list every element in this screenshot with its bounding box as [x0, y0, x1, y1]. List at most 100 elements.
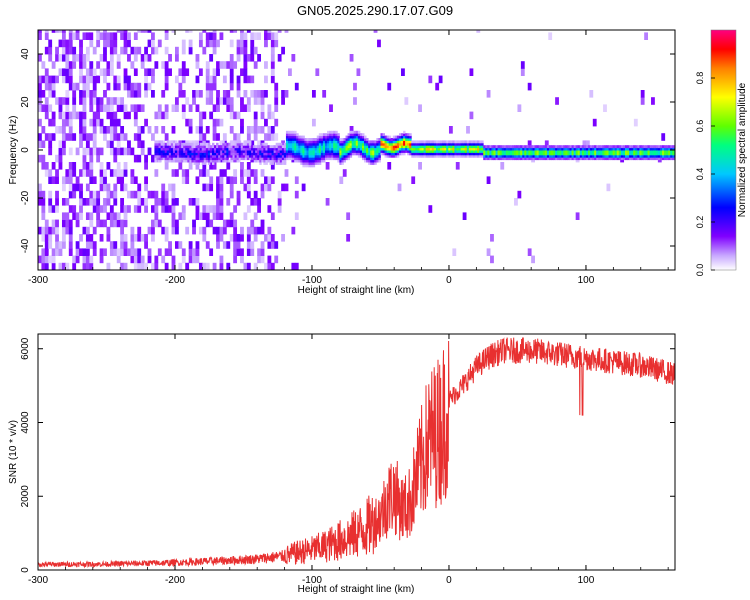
spectrogram-cell	[226, 162, 231, 170]
spectrogram-band-cell	[337, 150, 340, 153]
spectrogram-cell	[79, 46, 83, 55]
spectrogram-band-cell	[366, 152, 369, 156]
spectrogram-cell	[120, 241, 125, 249]
spectrogram-band-cell	[168, 147, 172, 151]
spectrogram-band-cell	[544, 154, 548, 158]
spectrogram-band-cell	[324, 138, 328, 141]
spectrogram-band-cell	[255, 152, 258, 156]
spectrogram-cell	[65, 75, 70, 84]
spectrogram-band-cell	[532, 152, 535, 156]
spectrogram-cell	[92, 82, 97, 91]
spectrogram-band-cell	[158, 145, 162, 149]
spectrogram-band-cell	[285, 150, 289, 153]
spectrogram-band-cell	[608, 152, 612, 156]
spectrogram-cell	[41, 162, 46, 170]
spectrogram-band-cell	[516, 150, 519, 153]
spectrogram-band-cell	[452, 152, 455, 156]
spectrogram-cell	[127, 82, 131, 91]
spectrogram-band-cell	[384, 142, 388, 146]
spectrogram-band-cell	[158, 150, 162, 153]
spectrogram-band-cell	[411, 147, 414, 151]
spectrogram-cell	[195, 241, 200, 249]
spectrogram-band-cell	[631, 147, 634, 151]
spectrogram-cell	[44, 104, 49, 112]
spectrogram-band-cell	[302, 147, 305, 151]
spectrogram-cell	[253, 212, 258, 220]
spectrogram-cell	[48, 169, 53, 177]
spectrogram-band-cell	[244, 145, 248, 149]
spectrogram-cell	[127, 39, 131, 48]
spectrogram-band-cell	[592, 145, 595, 149]
spectrogram-band-cell	[242, 147, 246, 151]
spectrogram-cell	[44, 255, 49, 264]
spectrogram-cell	[123, 39, 128, 48]
spectrogram-band-cell	[242, 145, 246, 149]
spectrogram-band-cell	[585, 150, 589, 153]
spectrogram-band-cell	[248, 147, 252, 151]
spectrogram-band-cell	[312, 145, 316, 149]
spectrogram-band-cell	[244, 147, 248, 151]
spectrogram-cell	[38, 183, 42, 192]
spectrogram-cell	[85, 133, 90, 141]
spectrogram-band-cell	[485, 150, 488, 153]
spectrogram-band-cell	[380, 145, 383, 149]
spectrogram-cell	[178, 90, 183, 98]
spectrogram-cell	[195, 248, 200, 256]
spectrogram-band-cell	[343, 147, 346, 151]
spectrogram-band-cell	[255, 150, 258, 153]
spectrogram-band-cell	[462, 145, 466, 149]
spectrogram-band-cell	[216, 147, 219, 151]
spectrogram-band-cell	[594, 150, 597, 153]
spectrogram-band-cell	[440, 142, 443, 146]
spectrogram-band-cell	[222, 157, 225, 161]
spectrogram-band-cell	[567, 145, 570, 149]
spectrogram-band-cell	[209, 152, 213, 156]
spectrogram-band-cell	[620, 154, 624, 158]
spectrogram-band-cell	[218, 157, 221, 161]
spectrogram-cell	[82, 162, 87, 170]
spectrogram-band-cell	[450, 152, 453, 156]
spectrogram-cell	[48, 133, 53, 141]
spectrogram-band-cell	[522, 147, 525, 151]
spectrogram-cell	[89, 154, 94, 163]
spectrogram-cell	[48, 176, 53, 184]
spectrogram-band-cell	[259, 147, 262, 151]
spectrogram-band-cell	[242, 150, 246, 153]
spectrogram-cell	[233, 234, 238, 242]
spectrogram-band-cell	[177, 152, 180, 156]
spectrogram-cell	[51, 205, 56, 213]
spectrogram-cell	[188, 241, 193, 249]
spectrogram-cell	[195, 104, 200, 112]
spectrogram-cell	[55, 97, 59, 105]
spectrogram-band-cell	[228, 154, 231, 158]
spectrogram-band-cell	[534, 150, 538, 153]
spectrogram-cell	[137, 190, 142, 199]
spectrogram-band-cell	[158, 147, 162, 151]
spectrogram-band-cell	[172, 159, 176, 163]
spectrogram-band-cell	[298, 157, 301, 161]
spectrogram-band-cell	[452, 142, 455, 146]
spectrogram-band-cell	[224, 157, 227, 161]
spectrogram-band-cell	[197, 150, 201, 153]
spectrogram-band-cell	[292, 133, 295, 137]
spectrogram-cell	[41, 61, 46, 69]
spectrogram-cell	[294, 176, 299, 184]
spectrogram-band-cell	[569, 147, 572, 151]
spectrogram-cell	[236, 248, 241, 256]
spectrogram-cell	[243, 75, 248, 84]
y-tick-label: -20	[20, 190, 31, 205]
spectrogram-band-cell	[265, 154, 268, 158]
spectrogram-band-cell	[376, 145, 379, 149]
spectrogram-band-cell	[670, 147, 673, 151]
spectrogram-band-cell	[329, 145, 332, 149]
spectrogram-band-cell	[355, 150, 359, 153]
spectrogram-band-cell	[292, 145, 295, 149]
spectrogram-band-cell	[477, 154, 480, 158]
spectrogram-cell	[257, 248, 262, 256]
spectrogram-cell	[89, 212, 94, 220]
spectrogram-band-cell	[236, 157, 240, 161]
spectrogram-band-cell	[518, 154, 521, 158]
spectrogram-band-cell	[425, 150, 429, 153]
spectrogram-cell	[61, 111, 66, 120]
spectrogram-band-cell	[555, 154, 558, 158]
